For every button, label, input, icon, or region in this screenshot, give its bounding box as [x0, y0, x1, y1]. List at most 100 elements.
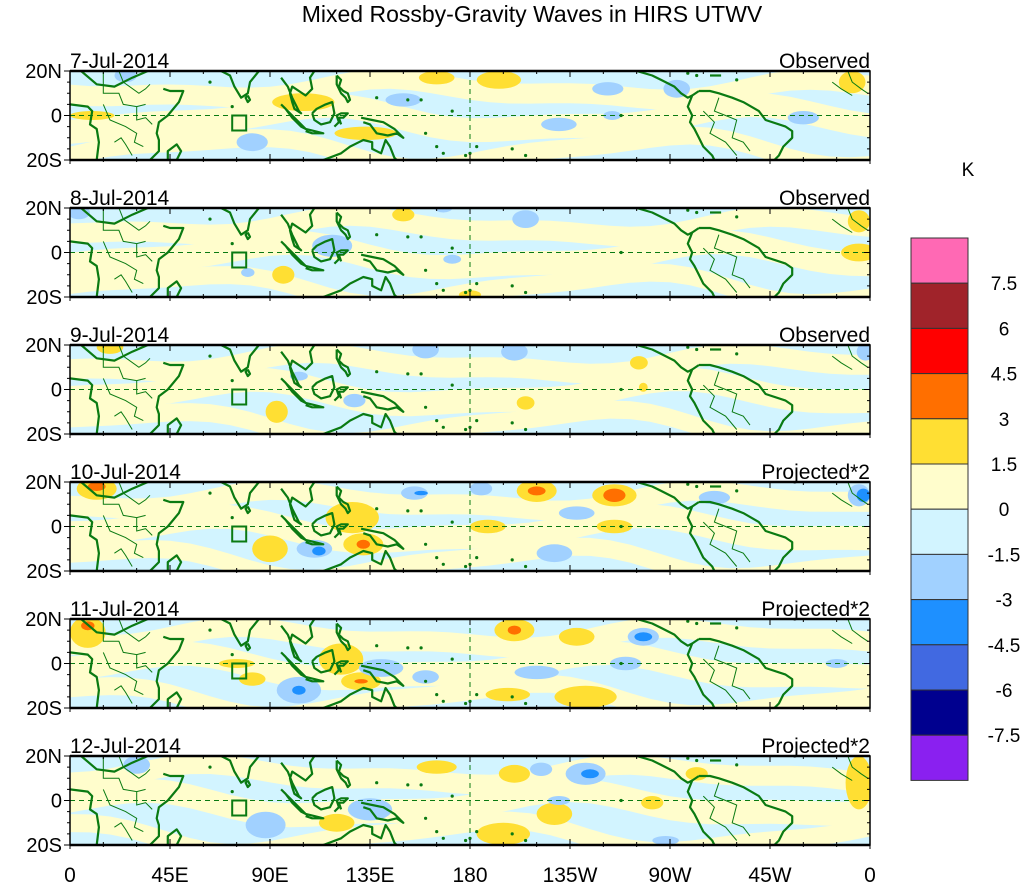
island	[435, 556, 439, 560]
colorbar-units-label: K	[962, 160, 975, 181]
positive-anomaly-contour	[845, 756, 870, 810]
panel-date-label: 8-Jul-2014	[70, 187, 170, 210]
island	[208, 217, 212, 221]
coastlines	[70, 208, 869, 297]
coastline	[698, 500, 794, 571]
country-border	[102, 515, 144, 559]
island	[464, 290, 468, 295]
country-border	[831, 218, 853, 233]
coastline	[280, 208, 316, 252]
country-border	[713, 645, 751, 700]
panel-date-label: 9-Jul-2014	[70, 324, 170, 347]
island	[424, 679, 428, 683]
y-tick-label: 20S	[26, 835, 62, 857]
island	[464, 153, 468, 158]
negative-anomaly-contour	[541, 117, 577, 132]
island	[208, 491, 212, 495]
coastline	[333, 112, 349, 128]
coastline	[70, 514, 100, 571]
coastline	[311, 375, 336, 400]
island	[208, 628, 212, 632]
coastline	[70, 377, 100, 434]
coastline	[149, 224, 185, 297]
island	[510, 558, 514, 562]
positive-anomaly-contour	[641, 796, 664, 810]
island	[375, 233, 379, 237]
coastline	[280, 514, 307, 541]
island	[230, 790, 234, 794]
negative-anomaly-contour	[634, 632, 653, 642]
negative-anomaly-contour	[530, 762, 553, 776]
coastline	[333, 797, 349, 813]
coastline	[360, 801, 405, 824]
country-border	[102, 789, 144, 833]
negative-anomaly-contour	[610, 656, 642, 671]
country-border	[136, 791, 153, 810]
reference-box	[231, 662, 248, 680]
x-axis: 0 45E 90E 135E 180 135W 90W 45W 0	[64, 864, 876, 887]
positive-anomaly-contour	[527, 486, 546, 496]
negative-anomaly-contour	[412, 670, 439, 684]
coastlines	[70, 345, 869, 434]
coastline	[280, 103, 307, 130]
negative-anomaly-contour	[358, 659, 404, 677]
island	[375, 370, 379, 374]
island	[230, 242, 234, 246]
coastline	[280, 482, 316, 526]
country-border	[847, 71, 869, 94]
coastline	[698, 774, 794, 845]
country-border	[118, 482, 151, 505]
island	[450, 109, 454, 113]
y-tick-label: 20S	[26, 424, 62, 446]
coastline	[686, 369, 716, 434]
coastline	[333, 386, 349, 402]
coastline	[305, 675, 325, 683]
map-panel: 20N 0 20S 10-Jul-2014 Projected*2	[25, 461, 871, 583]
island	[375, 644, 379, 648]
coastline	[220, 71, 260, 99]
island	[419, 783, 423, 787]
coastline	[70, 240, 100, 297]
island	[450, 794, 454, 798]
coastline	[305, 401, 325, 409]
island	[375, 507, 379, 511]
island	[406, 372, 410, 376]
positive-anomaly-contour	[516, 396, 535, 410]
colorbar-level-label: 6	[999, 319, 1010, 340]
coastline	[335, 759, 352, 789]
country-border	[118, 208, 151, 231]
island	[424, 131, 428, 135]
coastline	[149, 635, 185, 708]
coastlines	[70, 482, 869, 571]
x-tick-label: 180	[452, 864, 487, 887]
positive-anomaly-contour	[498, 764, 530, 783]
colorbar-level-label: -6	[996, 681, 1013, 702]
country-border	[102, 345, 146, 382]
positive-anomaly-contour	[70, 619, 106, 648]
coastline	[244, 94, 252, 104]
country-border	[114, 548, 133, 567]
coastline	[80, 71, 149, 88]
y-tick-label: 0	[51, 243, 62, 265]
country-border	[702, 795, 738, 841]
x-tick-label: 0	[64, 864, 76, 887]
island	[686, 482, 690, 486]
coastline	[322, 275, 398, 297]
coastline	[80, 482, 149, 499]
island	[735, 763, 739, 767]
island	[419, 372, 423, 376]
coastline	[220, 345, 260, 373]
island	[475, 556, 479, 560]
coastline	[335, 74, 352, 104]
positive-anomaly-contour	[554, 685, 617, 708]
coastline	[305, 264, 325, 272]
coastline	[311, 649, 336, 674]
positive-anomaly-contour	[252, 535, 288, 563]
coastline	[335, 348, 352, 378]
coastline	[166, 417, 183, 434]
country-border	[118, 71, 151, 94]
country-border	[831, 492, 853, 507]
island	[406, 646, 410, 650]
negative-anomaly-contour	[443, 254, 462, 264]
coastline	[698, 637, 794, 708]
